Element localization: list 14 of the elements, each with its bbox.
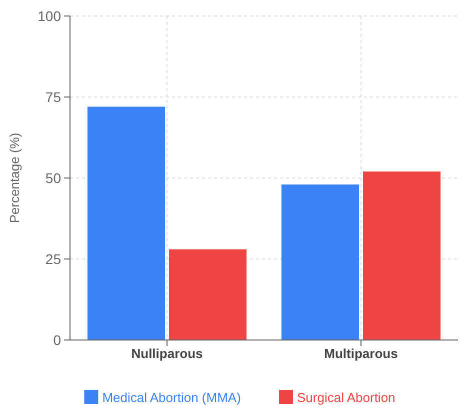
y-axis-title: Percentage (%) (7, 132, 22, 224)
bar (281, 184, 359, 340)
x-tick-label: Nulliparous (131, 346, 203, 361)
y-tick-label: 50 (45, 170, 62, 186)
y-tick-label: 75 (45, 88, 62, 105)
legend-label: Surgical Abortion (297, 390, 396, 405)
bar (169, 249, 247, 340)
legend-label: Medical Abortion (MMA) (102, 390, 241, 405)
bar (87, 106, 165, 340)
y-tick-label: 25 (45, 250, 62, 267)
y-tick-label: 0 (53, 332, 62, 348)
y-tick-label: 100 (38, 8, 62, 24)
bar (363, 172, 441, 340)
x-tick-label: Multiparous (324, 346, 398, 361)
